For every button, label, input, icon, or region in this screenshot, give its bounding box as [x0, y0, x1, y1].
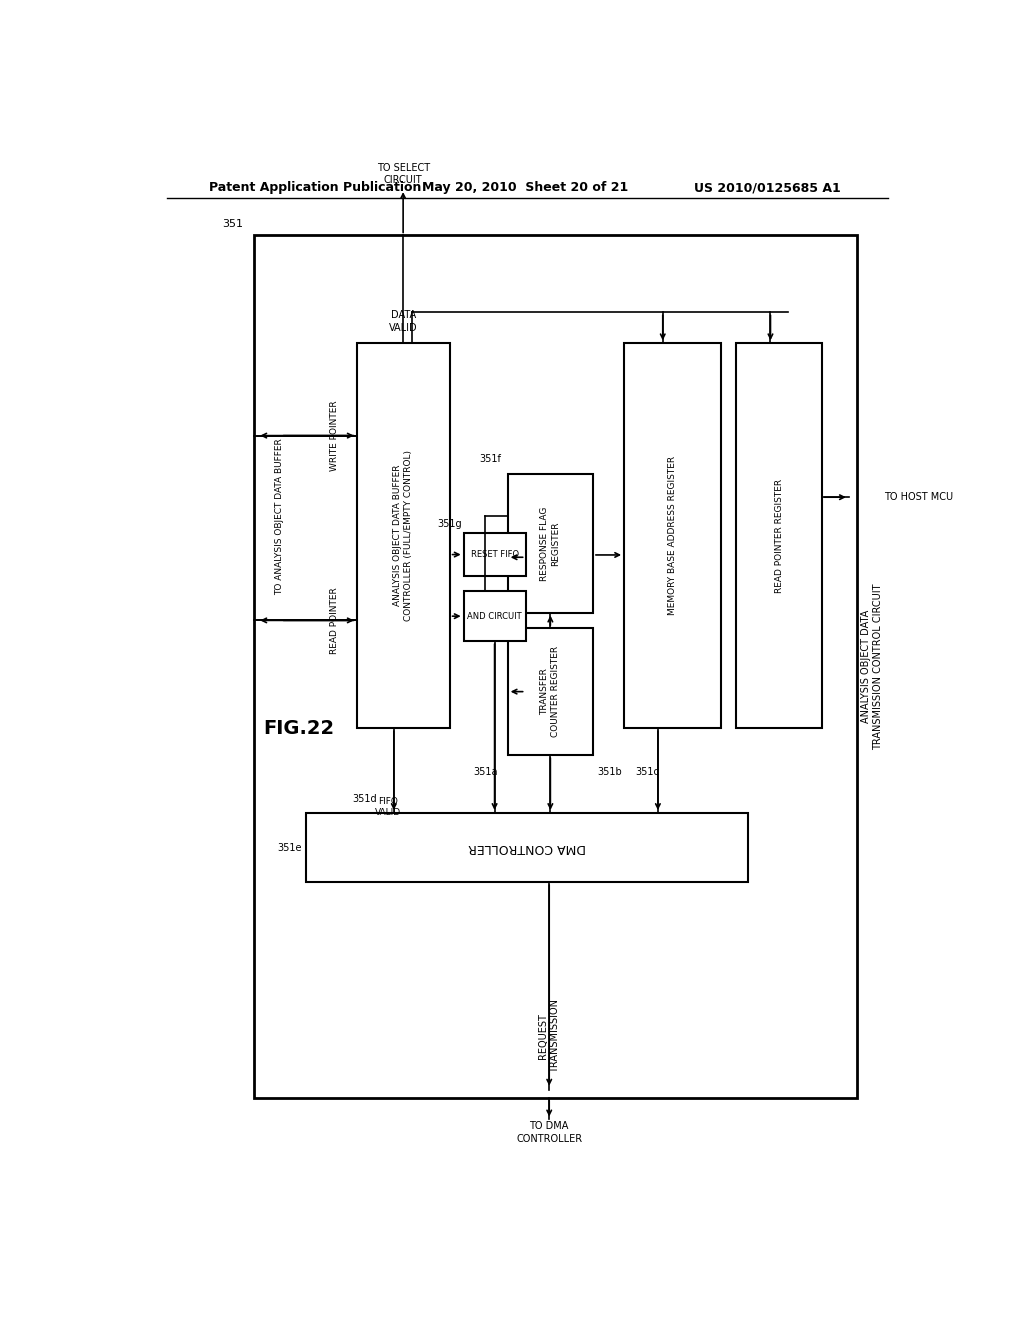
Bar	[508, 474, 593, 612]
Text: TRANSFER
COUNTER REGISTER: TRANSFER COUNTER REGISTER	[541, 645, 560, 737]
Bar	[306, 813, 748, 882]
Text: US 2010/0125685 A1: US 2010/0125685 A1	[694, 181, 841, 194]
Text: DMA CONTROLLER: DMA CONTROLLER	[468, 841, 586, 854]
Bar	[624, 343, 721, 729]
Text: TO HOST MCU: TO HOST MCU	[884, 492, 952, 502]
Text: Patent Application Publication: Patent Application Publication	[209, 181, 422, 194]
Bar	[254, 235, 856, 1098]
Bar	[464, 591, 525, 642]
Text: WRITE POINTER: WRITE POINTER	[331, 400, 339, 471]
Text: 351g: 351g	[437, 519, 462, 529]
Text: REQUEST
TRANSMISSION: REQUEST TRANSMISSION	[538, 999, 560, 1073]
Bar	[736, 343, 821, 729]
Text: AND CIRCUIT: AND CIRCUIT	[467, 611, 522, 620]
Bar	[508, 628, 593, 755]
Text: READ POINTER REGISTER: READ POINTER REGISTER	[774, 479, 783, 593]
Bar	[464, 533, 525, 576]
Text: 351b: 351b	[598, 767, 623, 777]
Text: 351a: 351a	[473, 767, 498, 777]
Text: 351f: 351f	[480, 454, 502, 463]
Bar	[356, 343, 450, 729]
Text: RESET FIFO: RESET FIFO	[470, 550, 518, 560]
Text: TO DMA
CONTROLLER: TO DMA CONTROLLER	[516, 1121, 583, 1143]
Text: RESPONSE FLAG
REGISTER: RESPONSE FLAG REGISTER	[541, 506, 560, 581]
Text: TO ANALYSIS OBJECT DATA BUFFER: TO ANALYSIS OBJECT DATA BUFFER	[274, 438, 284, 595]
Text: READ POINTER: READ POINTER	[331, 587, 339, 653]
Text: May 20, 2010  Sheet 20 of 21: May 20, 2010 Sheet 20 of 21	[422, 181, 628, 194]
Text: 351d: 351d	[352, 795, 377, 804]
Text: ANALYSIS OBJECT DATA BUFFER
CONTROLLER (FULL/EMPTY CONTROL): ANALYSIS OBJECT DATA BUFFER CONTROLLER (…	[393, 450, 413, 622]
Text: 351: 351	[222, 219, 243, 228]
Text: 351c: 351c	[635, 767, 659, 777]
Text: FIG.22: FIG.22	[263, 718, 335, 738]
Text: TO SELECT
CIRCUIT: TO SELECT CIRCUIT	[377, 162, 430, 185]
Text: MEMORY BASE ADDRESS REGISTER: MEMORY BASE ADDRESS REGISTER	[668, 457, 677, 615]
Text: DATA
VALID: DATA VALID	[389, 310, 418, 333]
Text: FIFO
VALID: FIFO VALID	[375, 797, 400, 817]
Text: 351e: 351e	[276, 842, 301, 853]
Text: ANALYSIS OBJECT DATA
TRANSMISSION CONTROL CIRCUIT: ANALYSIS OBJECT DATA TRANSMISSION CONTRO…	[861, 583, 883, 750]
